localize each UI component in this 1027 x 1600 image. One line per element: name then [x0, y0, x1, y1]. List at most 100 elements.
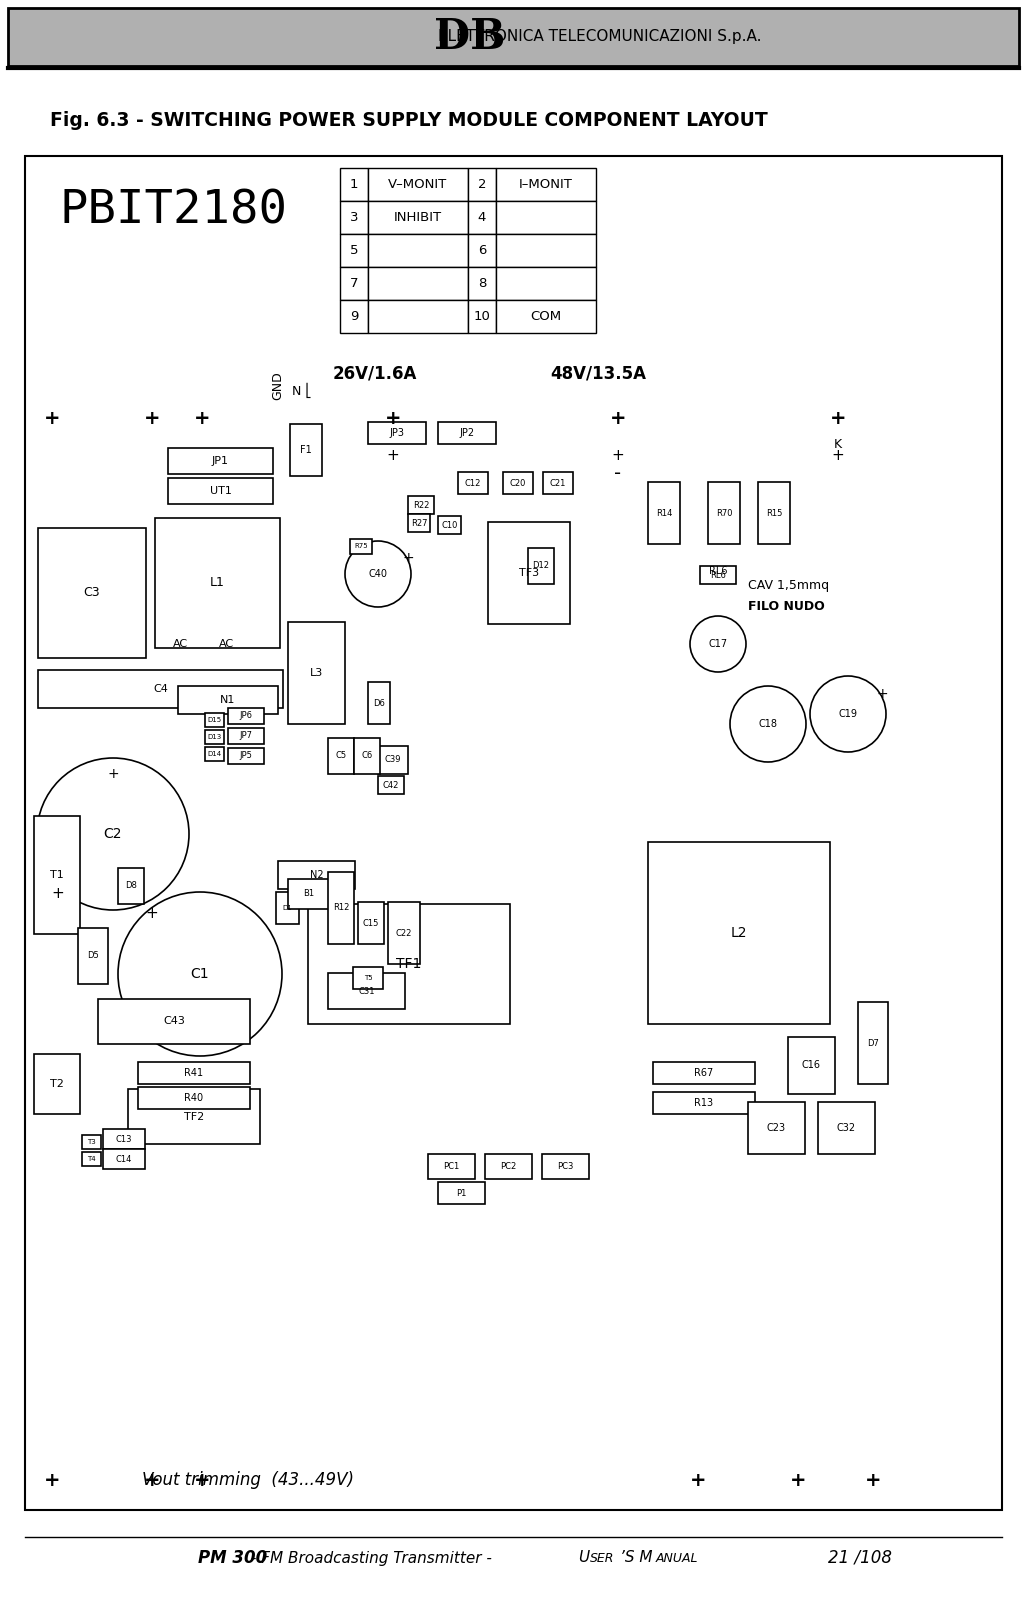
- Text: K: K: [834, 437, 842, 451]
- Bar: [496, 301, 596, 333]
- Bar: [485, 1154, 532, 1179]
- Text: DB: DB: [434, 16, 505, 58]
- Text: R67: R67: [694, 1069, 714, 1078]
- Bar: [82, 1134, 101, 1149]
- Bar: [648, 482, 680, 544]
- Text: 10: 10: [473, 310, 491, 323]
- Bar: [128, 1090, 260, 1144]
- Text: PBIT2180: PBIT2180: [60, 189, 288, 234]
- Bar: [205, 714, 224, 726]
- Text: +: +: [610, 408, 626, 427]
- Bar: [34, 816, 80, 934]
- Bar: [496, 202, 596, 234]
- Text: JP2: JP2: [459, 427, 474, 438]
- Text: INHIBIT: INHIBIT: [394, 211, 442, 224]
- Bar: [378, 746, 408, 774]
- Bar: [468, 202, 496, 234]
- Bar: [25, 157, 1002, 1510]
- Bar: [428, 1154, 476, 1179]
- Text: +: +: [51, 886, 65, 901]
- Text: GND: GND: [271, 371, 284, 400]
- Text: JP7: JP7: [239, 731, 253, 741]
- Text: JP3: JP3: [389, 427, 405, 438]
- Bar: [496, 168, 596, 202]
- Text: T2: T2: [50, 1078, 64, 1090]
- Bar: [708, 482, 740, 544]
- Text: T3: T3: [87, 1139, 96, 1146]
- Text: C12: C12: [465, 478, 482, 488]
- Text: T5: T5: [364, 974, 373, 981]
- Bar: [700, 566, 736, 584]
- Text: PC3: PC3: [558, 1162, 574, 1171]
- Text: C4: C4: [153, 685, 168, 694]
- Text: C6: C6: [362, 752, 373, 760]
- Circle shape: [118, 893, 282, 1056]
- Text: R27: R27: [411, 518, 427, 528]
- Bar: [228, 749, 264, 765]
- Bar: [276, 893, 299, 925]
- Text: SER: SER: [589, 1552, 614, 1565]
- Text: +: +: [385, 408, 402, 427]
- Text: C18: C18: [759, 718, 777, 730]
- Bar: [340, 202, 368, 234]
- Text: R14: R14: [656, 509, 673, 517]
- Bar: [340, 267, 368, 301]
- Text: +: +: [876, 686, 887, 701]
- Text: C20: C20: [509, 478, 526, 488]
- Text: +: +: [194, 408, 211, 427]
- Text: JP5: JP5: [239, 752, 253, 760]
- Bar: [98, 998, 250, 1043]
- Text: D13: D13: [207, 734, 222, 739]
- Text: R22: R22: [413, 501, 429, 509]
- Text: Fig. 6.3 - SWITCHING POWER SUPPLY MODULE COMPONENT LAYOUT: Fig. 6.3 - SWITCHING POWER SUPPLY MODULE…: [50, 112, 768, 131]
- Text: PM 300: PM 300: [198, 1549, 267, 1566]
- Text: I–MONIT: I–MONIT: [519, 178, 573, 190]
- Text: FILO NUDO: FILO NUDO: [748, 600, 825, 613]
- Bar: [748, 1102, 805, 1154]
- Bar: [340, 234, 368, 267]
- Bar: [8, 8, 1019, 66]
- Bar: [82, 1152, 101, 1166]
- Text: +: +: [107, 766, 119, 781]
- Text: +: +: [403, 550, 414, 565]
- Text: D7: D7: [867, 1038, 879, 1048]
- Bar: [368, 267, 468, 301]
- Bar: [408, 496, 434, 514]
- Bar: [168, 478, 273, 504]
- Text: 9: 9: [350, 310, 358, 323]
- Text: 26V/1.6A: 26V/1.6A: [333, 365, 417, 382]
- Text: N ⎣: N ⎣: [293, 382, 312, 398]
- Bar: [408, 514, 430, 531]
- Bar: [340, 301, 368, 333]
- Text: C43: C43: [163, 1016, 185, 1027]
- Bar: [496, 234, 596, 267]
- Bar: [38, 528, 146, 658]
- Text: +: +: [612, 448, 624, 464]
- Bar: [788, 1037, 835, 1094]
- Bar: [288, 622, 345, 723]
- Bar: [758, 482, 790, 544]
- Text: C5: C5: [336, 752, 346, 760]
- Text: C14: C14: [116, 1155, 132, 1163]
- Text: +: +: [830, 408, 846, 427]
- Bar: [155, 518, 280, 648]
- Text: +: +: [194, 1470, 211, 1490]
- Text: D8: D8: [125, 882, 137, 891]
- Bar: [168, 448, 273, 474]
- Circle shape: [345, 541, 411, 606]
- Bar: [290, 424, 322, 477]
- Text: F1: F1: [300, 445, 312, 454]
- Bar: [653, 1062, 755, 1085]
- Text: CAV 1,5mmq: CAV 1,5mmq: [748, 579, 829, 592]
- Text: C17: C17: [709, 638, 727, 650]
- Text: C39: C39: [385, 755, 402, 765]
- Text: PC1: PC1: [444, 1162, 460, 1171]
- Bar: [528, 547, 554, 584]
- Text: ’S M: ’S M: [620, 1550, 652, 1565]
- Bar: [817, 1102, 875, 1154]
- Text: C13: C13: [116, 1134, 132, 1144]
- Text: 6: 6: [478, 243, 486, 258]
- Text: +: +: [386, 448, 400, 464]
- Text: 48V/13.5A: 48V/13.5A: [550, 365, 646, 382]
- Bar: [328, 738, 354, 774]
